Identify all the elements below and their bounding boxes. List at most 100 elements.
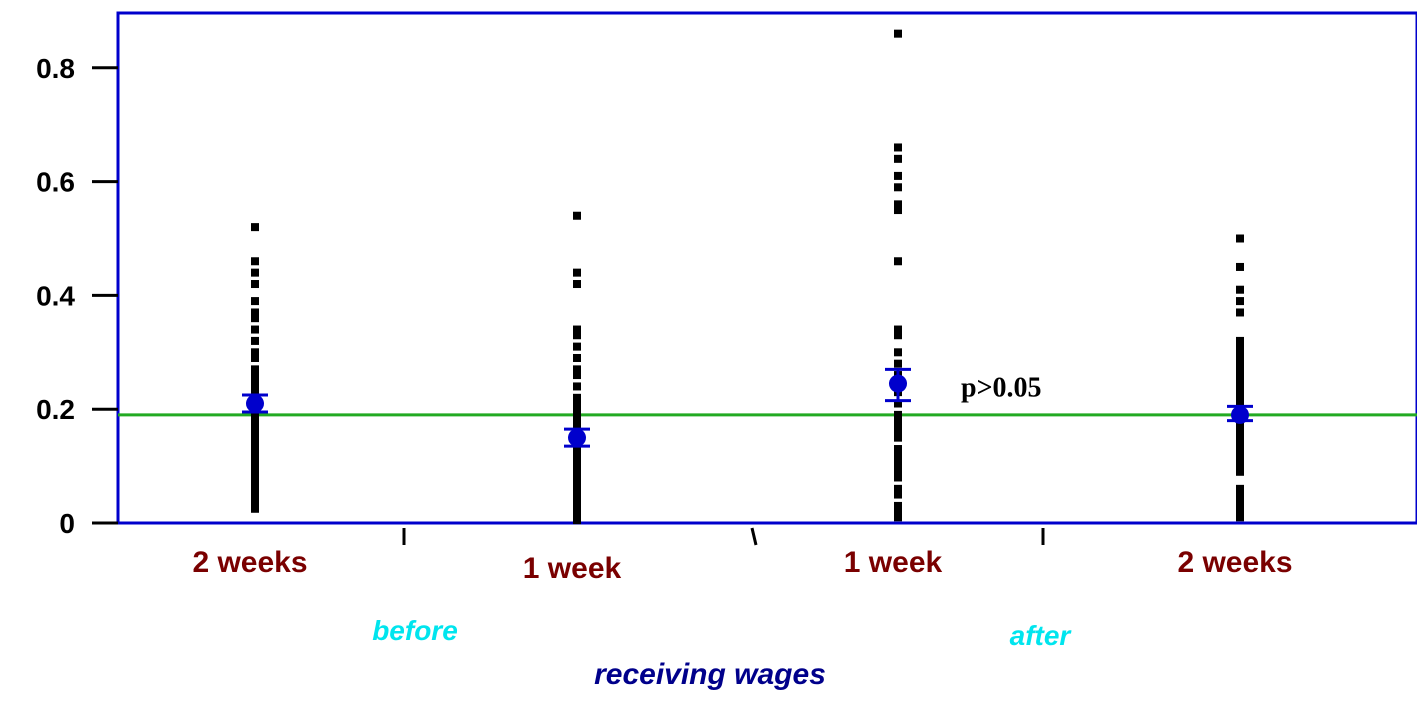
x-axis-category-labels: 2 weeks 1 week 1 week 2 weeks [192, 546, 1292, 585]
data-point [894, 445, 902, 454]
data-point [251, 280, 259, 289]
data-point [573, 467, 581, 476]
data-point [251, 336, 259, 345]
data-point [894, 200, 902, 209]
data-point [251, 257, 259, 266]
data-point [1236, 496, 1244, 505]
data-point [573, 507, 581, 516]
data-point [573, 496, 581, 505]
mean-marker [246, 394, 264, 413]
data-point [1236, 399, 1244, 408]
p-value-annotation: p>0.05 [961, 372, 1042, 403]
data-point [251, 450, 259, 459]
data-point [573, 450, 581, 459]
data-point [894, 171, 902, 180]
data-point [1236, 513, 1244, 522]
data-point [894, 462, 902, 471]
data-point [1236, 439, 1244, 448]
data-point [1236, 353, 1244, 362]
data-point [251, 268, 259, 277]
data-point [573, 473, 581, 482]
mean-marker [1231, 405, 1249, 424]
data-point [894, 399, 902, 408]
data-point [1236, 484, 1244, 493]
data-point [251, 308, 259, 317]
data-point [573, 405, 581, 414]
data-point [1236, 262, 1244, 271]
data-point [573, 445, 581, 454]
data-point [1236, 342, 1244, 351]
data-point [894, 490, 902, 499]
data-point [251, 445, 259, 454]
data-point [1236, 234, 1244, 243]
data-point [1236, 285, 1244, 294]
data-point [251, 422, 259, 431]
data-point [251, 353, 259, 362]
data-point [1236, 388, 1244, 397]
data-point [1236, 297, 1244, 306]
y-tick-label: 0.6 [36, 167, 75, 198]
data-point [1236, 393, 1244, 402]
data-point [894, 484, 902, 493]
data-point [1236, 308, 1244, 317]
x-axis-separators [402, 527, 1045, 546]
data-point [1236, 359, 1244, 368]
x-category-label: 2 weeks [1177, 546, 1292, 579]
data-point [1236, 507, 1244, 516]
data-point [573, 280, 581, 289]
data-point [251, 388, 259, 397]
x-axis-separator [750, 527, 758, 546]
data-point [251, 348, 259, 357]
data-point [1236, 433, 1244, 442]
x-category-label: 1 week [523, 552, 622, 585]
data-point [1236, 371, 1244, 380]
data-point [894, 348, 902, 357]
data-point [573, 371, 581, 380]
x-axis-group-labels: before after [372, 615, 1072, 651]
x-category-label: 2 weeks [192, 546, 307, 579]
data-point [894, 422, 902, 431]
data-point [251, 371, 259, 380]
data-point [573, 416, 581, 425]
data-point [573, 479, 581, 488]
data-point [1236, 462, 1244, 471]
data-point [894, 416, 902, 425]
data-point [573, 342, 581, 351]
data-point [251, 376, 259, 385]
data-point [251, 325, 259, 334]
data-point [894, 29, 902, 38]
data-point [1236, 376, 1244, 385]
data-point [251, 473, 259, 482]
data-point [1236, 467, 1244, 476]
data-point [894, 154, 902, 163]
data-point [1236, 450, 1244, 459]
data-point [894, 183, 902, 192]
data-point [251, 496, 259, 505]
data-point [1236, 427, 1244, 436]
data-point [251, 365, 259, 374]
data-point [894, 507, 902, 516]
data-point [251, 416, 259, 425]
data-point [573, 410, 581, 419]
mean-markers [242, 367, 1253, 448]
data-point [1236, 456, 1244, 465]
data-point [573, 325, 581, 334]
x-axis-title: receiving wages [594, 658, 826, 691]
x-category-label: 1 week [844, 546, 943, 579]
data-point [1236, 422, 1244, 431]
data-point [573, 211, 581, 220]
y-tick-label: 0.2 [36, 394, 75, 425]
data-point [894, 427, 902, 436]
data-point [573, 501, 581, 510]
data-point [894, 513, 902, 522]
data-point [573, 516, 581, 525]
data-point [251, 490, 259, 499]
data-point [894, 325, 902, 334]
data-point [573, 456, 581, 465]
data-point [894, 501, 902, 510]
data-point [251, 297, 259, 306]
data-point [251, 410, 259, 419]
data-point [573, 353, 581, 362]
data-point [894, 456, 902, 465]
